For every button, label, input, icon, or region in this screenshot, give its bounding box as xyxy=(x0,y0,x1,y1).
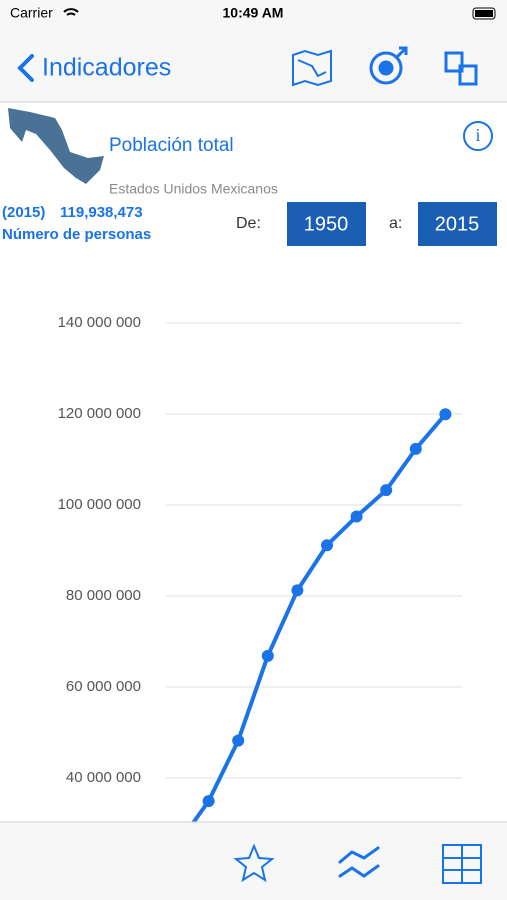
time: 10:49 AM xyxy=(223,5,284,21)
unit: Número de personas xyxy=(2,226,151,243)
y-tick-label: 40 000 000 xyxy=(66,769,141,786)
point xyxy=(350,510,363,523)
back-button[interactable]: Indicadores xyxy=(42,54,171,82)
to-button[interactable] xyxy=(418,202,497,246)
map-button[interactable] xyxy=(292,49,332,87)
y-tick-label: 140 000 000 xyxy=(58,314,141,331)
point xyxy=(409,442,422,455)
latest-value: 119,938,473 xyxy=(60,204,143,221)
back-arrow[interactable] xyxy=(17,54,34,82)
table-button[interactable] xyxy=(442,844,482,884)
point xyxy=(439,408,452,421)
point xyxy=(261,649,274,662)
indicator-title: Población total xyxy=(109,135,234,156)
year: (2015) xyxy=(2,204,45,221)
from-button[interactable] xyxy=(287,202,366,246)
point xyxy=(321,539,333,552)
y-tick-label: 60 000 000 xyxy=(66,678,141,695)
from-label: De: xyxy=(236,215,261,232)
line xyxy=(177,412,447,844)
point xyxy=(291,584,304,597)
battery xyxy=(472,7,496,20)
carrier: Carrier xyxy=(10,5,53,21)
favorite-button[interactable] xyxy=(233,843,275,883)
chart-button[interactable] xyxy=(338,846,380,878)
chart: 40 000 000 60 000 000 80 000 000 100 000 00… xyxy=(58,314,462,849)
y-tick-label: 120 000 000 xyxy=(58,405,141,422)
from-year: 1950 xyxy=(304,213,349,235)
battery-level xyxy=(475,10,493,17)
point xyxy=(202,795,215,808)
wifi-icon xyxy=(63,8,79,16)
to-label: a: xyxy=(389,215,402,232)
toolbar xyxy=(0,822,507,900)
y-tick-label: 80 000 000 xyxy=(66,587,141,604)
location-button[interactable] xyxy=(369,46,408,85)
point xyxy=(380,484,393,497)
info-button[interactable] xyxy=(463,121,493,151)
info-icon: i xyxy=(475,125,480,145)
mexico-map xyxy=(8,108,104,184)
top-bar xyxy=(0,0,507,102)
y-tick-label: 100 000 000 xyxy=(58,496,141,513)
point xyxy=(232,734,245,747)
to-year: 2015 xyxy=(435,213,480,235)
compare-button[interactable] xyxy=(444,51,478,86)
region: Estados Unidos Mexicanos xyxy=(109,181,278,197)
